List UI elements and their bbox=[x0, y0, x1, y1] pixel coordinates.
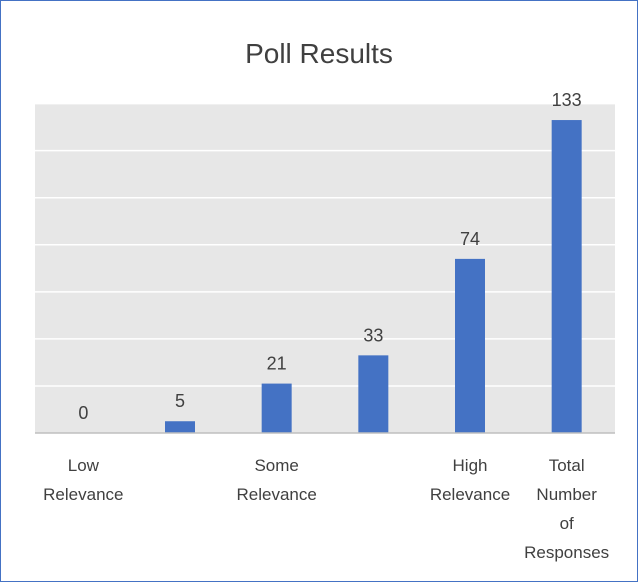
category-label-5: Total Number of Responses bbox=[524, 456, 609, 562]
category-label-2: Some Relevance bbox=[237, 456, 317, 504]
plot-area: 0 Low Relevance 5 21 Some Relevance 33 74 High Rel… bbox=[35, 90, 615, 562]
data-label-5: 133 bbox=[552, 90, 582, 110]
data-label-1: 5 bbox=[175, 391, 185, 411]
data-label-3: 33 bbox=[363, 325, 383, 345]
category-label-0: Low Relevance bbox=[43, 456, 123, 504]
plot-background bbox=[35, 103, 615, 433]
bar-1 bbox=[165, 421, 195, 433]
bar-5 bbox=[551, 120, 582, 434]
data-label-0: 0 bbox=[78, 403, 88, 423]
bar-2 bbox=[261, 383, 292, 433]
bar-4 bbox=[455, 258, 485, 433]
chart-title: Poll Results bbox=[245, 38, 393, 69]
bar-3 bbox=[358, 355, 389, 433]
data-label-4: 74 bbox=[460, 229, 480, 249]
data-label-2: 21 bbox=[267, 354, 287, 374]
category-label-4: High Relevance bbox=[430, 456, 510, 504]
